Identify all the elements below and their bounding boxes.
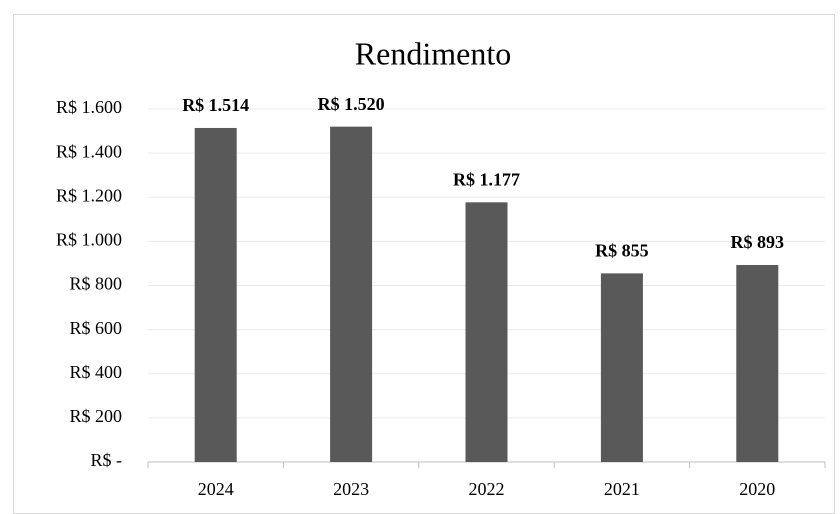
bar: [600, 273, 643, 462]
x-tick-label: 2022: [469, 479, 505, 499]
chart-frame: [13, 14, 835, 514]
y-tick-label: R$ 1.400: [56, 141, 122, 161]
y-tick-label: R$ -: [91, 450, 123, 470]
y-tick-label: R$ 600: [69, 318, 122, 338]
data-label: R$ 893: [731, 232, 785, 252]
y-tick-label: R$ 400: [69, 362, 122, 382]
y-tick-label: R$ 1.200: [56, 185, 122, 205]
y-tick-label: R$ 800: [69, 274, 122, 294]
data-label: R$ 1.177: [453, 169, 520, 189]
y-tick-label: R$ 1.000: [56, 230, 122, 250]
x-tick-label: 2024: [198, 479, 234, 499]
y-tick-label: R$ 1.600: [56, 97, 122, 117]
data-label: R$ 1.520: [318, 94, 385, 114]
data-label: R$ 855: [595, 240, 649, 260]
x-tick-label: 2023: [333, 479, 369, 499]
bar: [194, 127, 237, 462]
bar: [330, 126, 373, 463]
x-tick-label: 2020: [739, 479, 775, 499]
bar: [736, 264, 779, 462]
y-tick-label: R$ 200: [69, 406, 122, 426]
data-label: R$ 1.514: [182, 95, 249, 115]
chart-title: Rendimento: [355, 35, 511, 71]
x-tick-label: 2021: [604, 479, 640, 499]
bar: [465, 202, 508, 462]
